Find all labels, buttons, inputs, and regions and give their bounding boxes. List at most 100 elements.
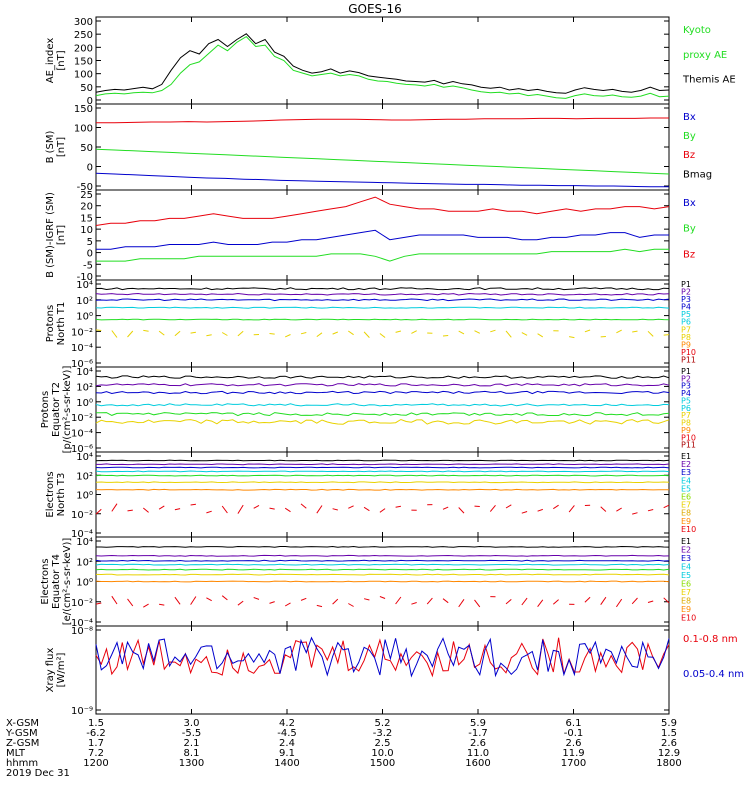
x-tick-value: -5.5 (182, 728, 202, 739)
y-axis-label: [nT] (56, 225, 67, 245)
y-axis-label: North T1 (56, 302, 67, 346)
y-axis-label: Electrons (40, 558, 51, 604)
series-p6-segment (474, 330, 481, 334)
series-0-05-0-4-nm (95, 636, 670, 678)
series-p6-segment (395, 330, 402, 333)
series-e3 (95, 466, 670, 469)
panel-en: 10⁴ 10² 10⁰ 10⁻² 10⁻⁴ Electrons North T3 E1E2E3… (45, 451, 696, 540)
legend-item: By (683, 131, 696, 142)
series-e8-segment (379, 508, 386, 513)
x-tick-value: 11.9 (562, 748, 584, 759)
series-p4 (95, 306, 670, 309)
x-tick-value: 2.1 (184, 738, 200, 749)
panel-bsm: 150 100 50 0 -50 B (SM) [nT] Bx By Bz Bmag (45, 103, 712, 193)
y-axis-label: [e/(cm²-s-sr-keV)] (62, 538, 73, 626)
y-tick-label: 15 (80, 213, 93, 224)
legend-item: P1 (681, 367, 691, 376)
x-tick-value: 1700 (561, 758, 586, 769)
series-e8-segment (237, 600, 244, 606)
legend-item: E2 (681, 460, 691, 469)
series-e8-segment (568, 505, 575, 513)
legend-item: E4 (681, 563, 691, 572)
series-p6-segment (647, 330, 654, 337)
series-by (95, 148, 670, 175)
series-e8-segment (269, 507, 275, 510)
legend-item: Bz (683, 249, 695, 260)
series-e8-segment (190, 596, 197, 605)
legend-item: P10 (681, 433, 696, 442)
series-e8-segment (158, 505, 165, 510)
series-p6-segment (284, 334, 291, 338)
series-bz (96, 117, 669, 124)
series-e8-segment (111, 503, 118, 512)
series-e8-segment (142, 507, 149, 513)
x-tick-value: -1.7 (468, 728, 488, 739)
series-e8-segment (615, 598, 623, 608)
x-tick-value: 5.9 (661, 718, 677, 729)
y-tick-label: 25 (80, 190, 93, 201)
y-tick-label: 10⁰ (76, 398, 93, 409)
x-tick-value: 6.1 (566, 718, 582, 729)
series-themis-ae (95, 33, 670, 94)
x-tick-value: 10.0 (371, 748, 393, 759)
legend-item: P4 (681, 389, 691, 398)
y-tick-label: 10² (76, 382, 93, 393)
y-tick-label: 0 (87, 163, 93, 174)
legend-item: P3 (681, 382, 691, 391)
series-0-1-0-8-nm (95, 637, 670, 678)
series-e8-segment (269, 601, 275, 604)
series-e8-segment (221, 595, 228, 601)
series-e8-segment (521, 597, 528, 606)
x-tick-value: 2.6 (470, 738, 486, 749)
series-p6-segment (348, 330, 354, 336)
y-tick-label: 10⁻² (71, 327, 93, 338)
x-tick-value: 2.4 (279, 738, 295, 749)
legend-item: P9 (681, 426, 691, 435)
series-p6-segment (95, 329, 102, 331)
series-e8-segment (537, 599, 544, 608)
series-p6-segment (616, 329, 622, 334)
series-e8-segment (284, 507, 291, 513)
y-tick-label: 10⁰ (76, 491, 93, 502)
legend-item: P3 (681, 295, 691, 304)
y-tick-label: 100 (74, 124, 93, 135)
y-tick-label: 10 (80, 225, 93, 236)
series-p6-segment (379, 333, 386, 338)
x-tick-value: -3.2 (373, 728, 393, 739)
series-e8-segment (316, 505, 323, 514)
y-tick-label: 0 (87, 249, 93, 260)
legend-item: E9 (681, 517, 691, 526)
series-e8-segment (600, 596, 607, 605)
series-p6-segment (221, 332, 228, 336)
legend-item: P11 (681, 355, 696, 364)
legend-item: P7 (681, 325, 691, 334)
x-tick-value: 12.9 (658, 748, 680, 759)
series-e4 (95, 470, 670, 473)
series-e2 (96, 463, 670, 466)
series-e8-segment (458, 599, 465, 608)
series-e7 (95, 580, 670, 583)
legend-item: E7 (681, 501, 691, 510)
series-e8-segment (206, 510, 212, 514)
series-e8-segment (300, 503, 307, 509)
series-p6-segment (442, 335, 449, 337)
series-e8-segment (442, 598, 449, 604)
y-tick-label: 20 (80, 202, 93, 213)
series-e8-segment (552, 599, 559, 605)
series-e5 (95, 474, 670, 477)
legend-item: E1 (681, 452, 691, 461)
y-tick-label: 10² (76, 557, 93, 568)
x-row-label: X-GSM (6, 718, 39, 729)
y-tick-label: 150 (74, 57, 93, 68)
y-tick-label: 10² (76, 471, 93, 482)
series-p6-segment (143, 329, 149, 332)
x-tick-value: -4.5 (277, 728, 297, 739)
series-e8-segment (253, 504, 260, 509)
series-e8-segment (426, 597, 433, 605)
series-p6-segment (490, 329, 496, 333)
y-tick-label: 10⁻⁶ (71, 444, 93, 455)
series-kyoto-proxy-ae (95, 35, 670, 99)
series-p6-segment (269, 333, 275, 335)
legend-item: E1 (681, 537, 691, 546)
series-e8-segment (395, 505, 401, 508)
